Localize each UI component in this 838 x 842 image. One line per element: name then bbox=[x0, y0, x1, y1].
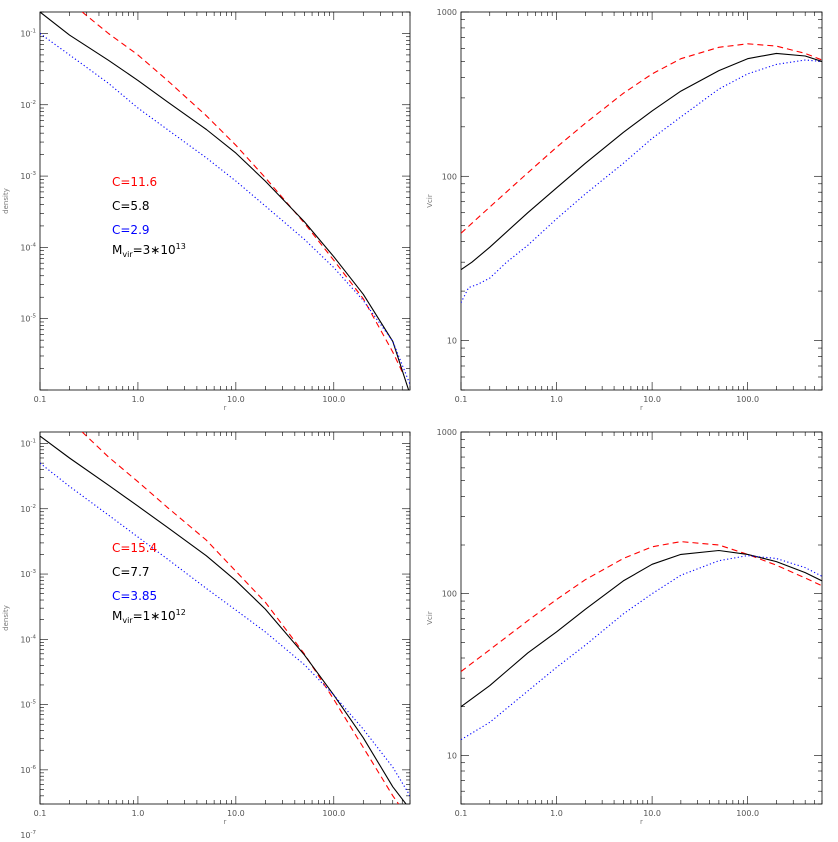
x-axis: 0.1 1.0 10.0 100.0 r bbox=[455, 432, 823, 826]
x-axis: 0.1 1.0 10.0 100.0 r bbox=[34, 432, 411, 826]
y-axis-label: density bbox=[2, 188, 10, 214]
y-tick-label: 1000 bbox=[437, 8, 457, 17]
legend: C=11.6 C=5.8 C=2.9 Mvir=3∗1013 bbox=[112, 175, 186, 259]
series-group bbox=[461, 43, 822, 303]
x-axis-label: r bbox=[224, 404, 227, 412]
series-line-solid bbox=[40, 435, 407, 804]
y-tick-label: 10-6 bbox=[20, 765, 36, 775]
x-tick-label: 100.0 bbox=[736, 809, 759, 818]
y-tick-label: 10-4 bbox=[20, 634, 36, 644]
x-axis-label: r bbox=[224, 818, 227, 826]
series-group bbox=[461, 541, 822, 741]
y-tick-label: 10-7 bbox=[20, 830, 36, 840]
x-tick-label: 0.1 bbox=[34, 809, 47, 818]
x-axis-label: r bbox=[640, 818, 643, 826]
y-axis: 10-1 10-2 10-3 10-4 10-5 density bbox=[2, 11, 410, 391]
y-tick-label: 10-2 bbox=[20, 100, 36, 110]
x-tick-label: 1.0 bbox=[132, 395, 145, 404]
y-axis: 10 100 1000 Vcir bbox=[426, 428, 822, 805]
x-tick-label: 100.0 bbox=[322, 395, 345, 404]
x-tick-label: 100.0 bbox=[322, 809, 345, 818]
chart-panel-density-top: 0.1 1.0 10.0 100.0 r 10-1 10-2 10-3 10-4 10-5 dens… bbox=[2, 11, 411, 412]
legend: C=15.4 C=7.7 C=3.85 Mvir=1∗1012 bbox=[112, 541, 186, 625]
x-axis: 0.1 1.0 10.0 100.0 r bbox=[34, 12, 411, 412]
y-tick-label: 100 bbox=[442, 172, 457, 181]
series-line-dashed bbox=[81, 432, 400, 804]
y-axis-label: density bbox=[2, 605, 10, 631]
series-line-dotted bbox=[40, 33, 410, 385]
legend-entry: C=2.9 bbox=[112, 223, 150, 237]
plot-frame bbox=[39, 431, 411, 805]
legend-mass: Mvir=3∗1013 bbox=[112, 242, 186, 259]
legend-entry: C=15.4 bbox=[112, 541, 157, 555]
series-line-dotted bbox=[461, 59, 822, 303]
x-tick-label: 0.1 bbox=[455, 809, 468, 818]
series-group bbox=[40, 12, 410, 390]
y-tick-label: 10-5 bbox=[20, 314, 36, 324]
y-tick-label: 10-5 bbox=[20, 700, 36, 710]
y-axis: 10-1 10-2 10-3 10-4 10-5 10-6 10-7 density bbox=[2, 438, 410, 840]
legend-mass: Mvir=1∗1012 bbox=[112, 608, 186, 625]
plot-frame bbox=[460, 431, 823, 805]
legend-entry: C=7.7 bbox=[112, 565, 150, 579]
y-tick-label: 10 bbox=[447, 337, 457, 346]
y-axis-label: Vcir bbox=[426, 611, 434, 625]
series-line-dotted bbox=[40, 462, 410, 797]
x-tick-label: 1.0 bbox=[132, 809, 145, 818]
y-tick-label: 10-1 bbox=[20, 438, 36, 448]
x-tick-label: 0.1 bbox=[455, 395, 468, 404]
y-tick-label: 100 bbox=[442, 590, 457, 599]
x-tick-label: 10.0 bbox=[227, 395, 245, 404]
y-tick-label: 10-3 bbox=[20, 171, 36, 181]
plot-frame bbox=[39, 11, 411, 391]
y-tick-label: 1000 bbox=[437, 428, 457, 437]
series-line-solid bbox=[461, 52, 822, 271]
y-axis: 10 100 1000 Vcir bbox=[426, 8, 822, 391]
x-axis-label: r bbox=[640, 404, 643, 412]
x-tick-label: 10.0 bbox=[643, 809, 661, 818]
y-tick-label: 10-2 bbox=[20, 504, 36, 514]
series-line-dashed bbox=[81, 12, 403, 373]
chart-panel-density-bottom: 0.1 1.0 10.0 100.0 r 10-1 10-2 10-3 10-4 10-5 10-6… bbox=[2, 431, 411, 840]
y-tick-label: 10-1 bbox=[20, 28, 36, 38]
series-line-dashed bbox=[461, 43, 822, 234]
chart-panel-vcir-top: 0.1 1.0 10.0 100.0 r 10 100 1000 Vcir bbox=[426, 8, 823, 412]
legend-entry: C=5.8 bbox=[112, 199, 150, 213]
x-tick-label: 0.1 bbox=[34, 395, 47, 404]
legend-entry: C=11.6 bbox=[112, 175, 157, 189]
series-group bbox=[40, 432, 410, 804]
y-tick-label: 10 bbox=[447, 751, 457, 760]
y-axis-label: Vcir bbox=[426, 194, 434, 208]
x-tick-label: 1.0 bbox=[550, 809, 563, 818]
x-axis: 0.1 1.0 10.0 100.0 r bbox=[455, 12, 823, 412]
x-tick-label: 10.0 bbox=[227, 809, 245, 818]
x-tick-label: 100.0 bbox=[736, 395, 759, 404]
plot-frame bbox=[460, 11, 823, 391]
x-tick-label: 1.0 bbox=[550, 395, 563, 404]
series-line-dashed bbox=[461, 541, 822, 672]
series-line-solid bbox=[40, 12, 410, 390]
series-line-dotted bbox=[461, 555, 822, 741]
y-tick-label: 10-3 bbox=[20, 569, 36, 579]
x-tick-label: 10.0 bbox=[643, 395, 661, 404]
legend-entry: C=3.85 bbox=[112, 589, 157, 603]
chart-panel-vcir-bottom: 0.1 1.0 10.0 100.0 r 10 100 1000 Vcir bbox=[426, 428, 823, 826]
series-line-solid bbox=[461, 549, 822, 708]
y-tick-label: 10-4 bbox=[20, 242, 36, 252]
